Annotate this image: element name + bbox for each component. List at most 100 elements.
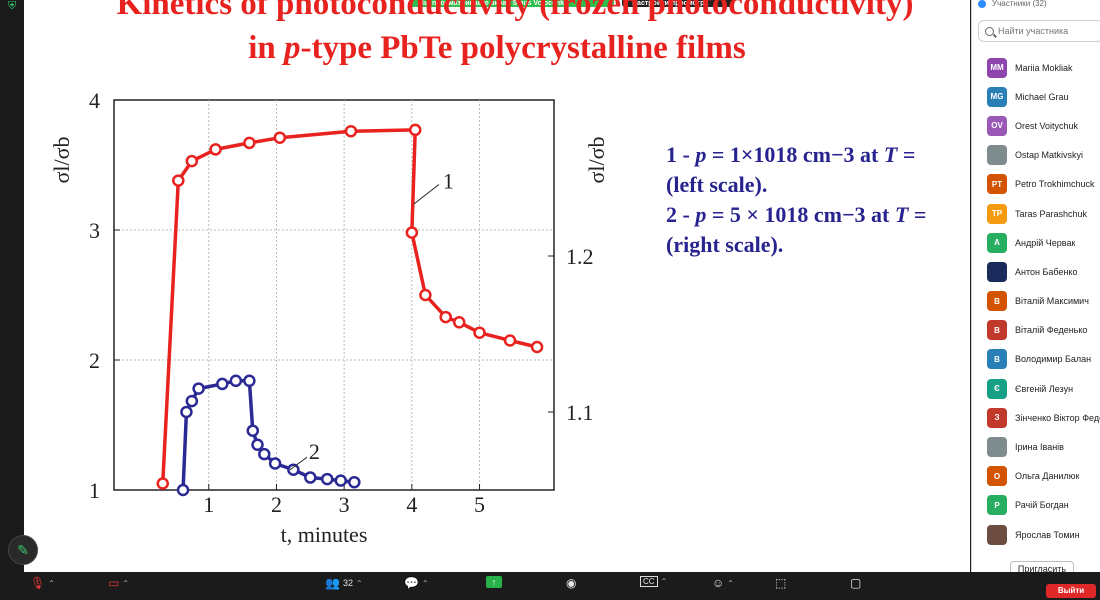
series-2-point <box>180 405 193 419</box>
curve-2-leader <box>289 456 308 471</box>
shared-slide: Вы просматриваете экран Sinus Volocenko … <box>24 0 970 572</box>
chevron-up-icon[interactable]: ⌃ <box>660 577 668 586</box>
chat-button[interactable]: 💬 ⌃ <box>404 576 429 590</box>
participant-row[interactable]: В Віталій Феденько <box>972 316 1100 345</box>
participant-row[interactable]: Ostap Matkivskyi <box>972 141 1100 170</box>
x-tick-label: 1 <box>203 492 214 517</box>
participant-row[interactable]: OV Orest Voitychuk <box>972 111 1100 140</box>
participant-name: Ярослав Томин <box>1015 529 1080 540</box>
series-1-line <box>160 128 538 484</box>
whiteboard-button[interactable]: ▢ <box>850 576 861 590</box>
view-options-button[interactable]: Настройки просмотра <box>622 0 732 7</box>
participants-icon: 👥 <box>325 576 340 590</box>
share-screen-button[interactable]: ↑ <box>486 576 502 588</box>
share-banner: Вы просматриваете экран Sinus Volocenko … <box>409 0 732 7</box>
reactions-icon: ☺ <box>712 576 725 590</box>
participant-row[interactable]: MM Mariia Mokliak <box>972 53 1100 82</box>
chevron-up-icon[interactable]: ⌃ <box>48 578 55 588</box>
participant-search[interactable] <box>978 20 1100 42</box>
participants-header: Участники (32) <box>972 0 1100 12</box>
y-left-tick-label: 4 <box>89 88 100 113</box>
meeting-toolbar: 🎙 ⌃ ▭ ⌃ 👥 32 ⌃ 💬 ⌃ ↑ ◉ CC ⌃ ☺ ⌃ ⬚ ▢ <box>0 572 1100 600</box>
chevron-up-icon[interactable]: ⌃ <box>421 578 429 588</box>
participant-row[interactable]: PT Petro Trokhimchuck <box>972 170 1100 199</box>
apps-icon: ⬚ <box>775 576 787 590</box>
y-right-tick-label: 1.2 <box>566 244 594 269</box>
video-off-icon: ▭ <box>108 576 120 590</box>
cc-icon: CC <box>640 576 658 587</box>
reactions-button[interactable]: ☺ ⌃ <box>712 576 734 590</box>
chevron-up-icon[interactable]: ⌃ <box>727 578 734 588</box>
participant-name: Orest Voitychuk <box>1015 120 1079 131</box>
record-button[interactable]: ◉ <box>566 576 576 590</box>
y-right-tick-label: 1.1 <box>566 400 594 425</box>
participant-name: Taras Parashchuk <box>1015 208 1088 219</box>
series-2-point <box>216 377 229 391</box>
slide-title-line2: in p-type PbTe polycrystalline films <box>248 30 746 66</box>
series-1-point <box>439 310 452 324</box>
avatar: Р <box>987 495 1007 516</box>
participant-name: Рачій Богдан <box>1015 500 1069 511</box>
search-icon <box>985 26 994 36</box>
series-1-point <box>473 326 486 339</box>
series-2-point <box>320 472 334 486</box>
y-left-axis-label: σl/σb <box>49 137 74 184</box>
x-tick-label: 4 <box>406 492 417 517</box>
series-2-point <box>176 483 190 497</box>
participants-button[interactable]: 👥 32 ⌃ <box>325 576 363 590</box>
x-axis-label: t, minutes <box>281 522 368 547</box>
participant-row[interactable]: Ірина Іванів <box>972 432 1100 461</box>
series-2-point <box>287 463 300 476</box>
participant-name: Зінченко Віктор Федо <box>1015 412 1100 423</box>
slide-title-line1: Kinetics of photoconductivity (frozen ph… <box>116 0 914 22</box>
avatar: MM <box>987 57 1007 78</box>
captions-button[interactable]: CC ⌃ <box>640 576 667 587</box>
chevron-up-icon[interactable]: ⌃ <box>355 578 363 588</box>
series-1-point <box>419 288 432 302</box>
series-1-point <box>243 136 256 150</box>
leave-button[interactable]: Выйти <box>1046 584 1096 598</box>
participant-name: Ольга Данилюк <box>1015 471 1080 482</box>
participant-row[interactable]: MG Michael Grau <box>972 82 1100 111</box>
apps-button[interactable]: ⬚ <box>775 576 786 590</box>
participant-name: Petro Trokhimchuck <box>1015 179 1095 190</box>
participant-row[interactable]: Є Євгеній Лезун <box>972 374 1100 403</box>
video-button[interactable]: ▭ ⌃ <box>108 576 129 590</box>
participant-name: Віталій Максимич <box>1015 296 1089 307</box>
series-2-point <box>229 374 243 388</box>
participant-row[interactable]: TP Taras Parashchuk <box>972 199 1100 228</box>
series-1-point <box>408 123 422 137</box>
series-1-point <box>530 340 544 354</box>
avatar: A <box>987 232 1007 253</box>
participant-row[interactable]: В Віталій Максимич <box>972 287 1100 316</box>
participant-name: Володимир Балан <box>1015 354 1092 365</box>
curve-2-label: 2 <box>309 439 320 464</box>
mic-muted-icon: 🎙 <box>30 576 46 590</box>
curve-1-label: 1 <box>443 169 454 194</box>
participant-row[interactable]: О Ольга Данилюк <box>972 462 1100 491</box>
participant-list: MM Mariia Mokliak MG Michael Grau OV Orest Vo… <box>972 53 1100 549</box>
avatar: З <box>987 407 1007 428</box>
participant-row[interactable]: В Володимир Балан <box>972 345 1100 374</box>
participant-row[interactable]: З Зінченко Віктор Федо <box>972 403 1100 432</box>
series-1-point <box>156 477 169 490</box>
avatar <box>987 261 1007 282</box>
participant-row[interactable]: Р Рачій Богдан <box>972 491 1100 520</box>
participant-row[interactable]: Ярослав Томин <box>972 520 1100 549</box>
whiteboard-icon: ▢ <box>850 576 862 590</box>
series-1-point <box>209 143 222 156</box>
participant-row[interactable]: A Андрій Червак <box>972 228 1100 257</box>
participant-search-input[interactable] <box>998 26 1098 36</box>
annotate-pencil-icon[interactable]: ✎ <box>8 535 38 565</box>
series-1-point <box>405 226 419 239</box>
participant-row[interactable]: Антон Бабенко <box>972 257 1100 286</box>
series-1-point <box>273 131 287 144</box>
avatar: В <box>987 349 1007 370</box>
avatar <box>987 524 1007 545</box>
chevron-up-icon[interactable]: ⌃ <box>122 578 130 588</box>
series-2-point <box>243 374 256 388</box>
series-2-point <box>251 438 264 452</box>
y-left-tick-label: 1 <box>89 478 100 503</box>
mute-button[interactable]: 🎙 ⌃ <box>30 576 55 590</box>
series-2-point <box>348 475 361 489</box>
